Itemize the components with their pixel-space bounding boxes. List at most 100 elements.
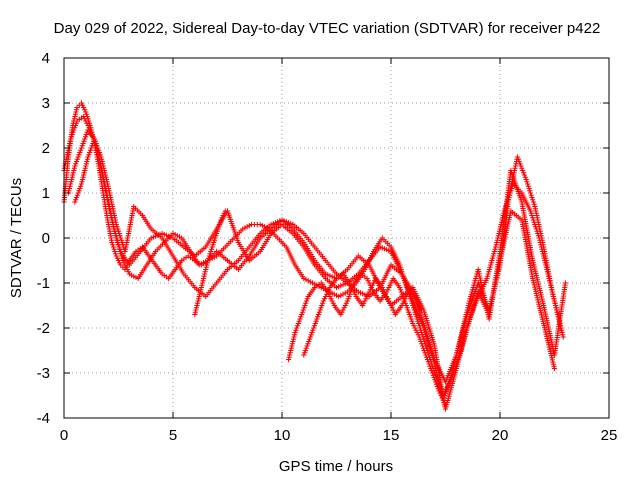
data-point: [83, 163, 89, 169]
data-point: [445, 383, 451, 390]
data-point: [493, 244, 499, 250]
data-point: [73, 197, 79, 203]
data-point: [110, 242, 116, 248]
data-point: [79, 176, 86, 183]
data-point: [367, 287, 373, 293]
data-point: [96, 154, 102, 160]
data-point: [552, 300, 558, 306]
data-point: [219, 215, 225, 221]
data-point: [116, 244, 122, 250]
data-point: [79, 102, 86, 108]
data-point: [116, 242, 122, 248]
data-point: [211, 239, 217, 246]
data-point: [206, 255, 212, 261]
data-point: [83, 111, 90, 117]
data-point: [112, 230, 119, 237]
data-point: [420, 345, 427, 351]
data-point: [71, 165, 77, 171]
data-point: [486, 269, 492, 275]
data-point: [550, 291, 556, 297]
data-point: [491, 248, 497, 255]
data-point: [76, 188, 82, 194]
data-point: [404, 305, 410, 311]
data-point: [201, 273, 207, 279]
data-point: [471, 282, 477, 288]
data-point: [202, 271, 208, 277]
data-point: [68, 179, 74, 185]
data-point: [327, 293, 333, 300]
data-point: [442, 401, 449, 408]
data-point: [75, 154, 81, 160]
data-point: [410, 320, 416, 327]
data-point: [82, 107, 88, 113]
data-point: [551, 365, 558, 372]
data-point: [470, 284, 476, 291]
data-point: [67, 181, 74, 187]
data-point: [303, 298, 310, 304]
data-point: [364, 293, 370, 300]
data-point: [87, 149, 93, 156]
data-point: [77, 149, 83, 156]
data-point: [73, 120, 79, 126]
data-point: [112, 251, 119, 257]
data-point: [530, 215, 536, 221]
data-point: [497, 226, 503, 232]
data-point: [493, 242, 499, 248]
data-point: [555, 311, 561, 318]
data-point: [197, 289, 203, 295]
data-point: [489, 257, 495, 264]
data-point: [111, 246, 117, 252]
data-point: [433, 381, 440, 387]
data-point: [216, 221, 223, 228]
data-point: [292, 329, 298, 336]
data-point: [362, 298, 368, 304]
data-point: [366, 289, 372, 295]
data-point: [95, 152, 101, 158]
data-point: [408, 316, 414, 322]
data-point: [463, 314, 469, 320]
data-point: [415, 332, 421, 338]
data-point: [454, 350, 460, 356]
x-tick-label: 0: [60, 427, 68, 444]
data-point: [344, 298, 350, 304]
data-point: [407, 314, 413, 320]
data-point: [194, 302, 200, 309]
data-point: [424, 356, 431, 363]
data-point: [553, 305, 559, 311]
data-point: [559, 329, 565, 336]
data-point: [381, 289, 388, 295]
data-point: [397, 284, 403, 291]
data-point: [317, 307, 323, 313]
data-point: [437, 390, 443, 396]
data-point: [551, 298, 558, 304]
data-point: [527, 190, 534, 196]
data-point: [554, 309, 560, 315]
data-point: [389, 305, 395, 311]
tick-layer: 0 5 10 15 20 25 -4 -3 -2 -1 0 1 2 3 4: [37, 50, 618, 444]
data-point: [196, 293, 202, 300]
data-point: [195, 298, 201, 304]
data-point: [455, 345, 461, 351]
data-point: [300, 307, 306, 313]
data-point: [316, 309, 322, 315]
x-tick-label: 5: [169, 427, 177, 444]
data-point: [441, 399, 448, 405]
data-point: [403, 293, 409, 300]
data-point: [486, 266, 493, 273]
data-point: [199, 282, 205, 288]
data-point: [67, 136, 74, 142]
data-point: [562, 280, 568, 286]
data-point: [340, 307, 346, 313]
data-point: [113, 253, 119, 259]
data-point: [411, 323, 417, 329]
data-point: [92, 138, 98, 144]
data-point: [453, 354, 459, 360]
data-point: [365, 278, 371, 284]
data-point: [285, 356, 292, 363]
data-point: [438, 392, 444, 399]
data-point: [216, 224, 222, 230]
data-point: [72, 122, 79, 129]
data-point: [457, 338, 463, 345]
data-point: [199, 280, 206, 286]
data-point: [385, 296, 391, 302]
